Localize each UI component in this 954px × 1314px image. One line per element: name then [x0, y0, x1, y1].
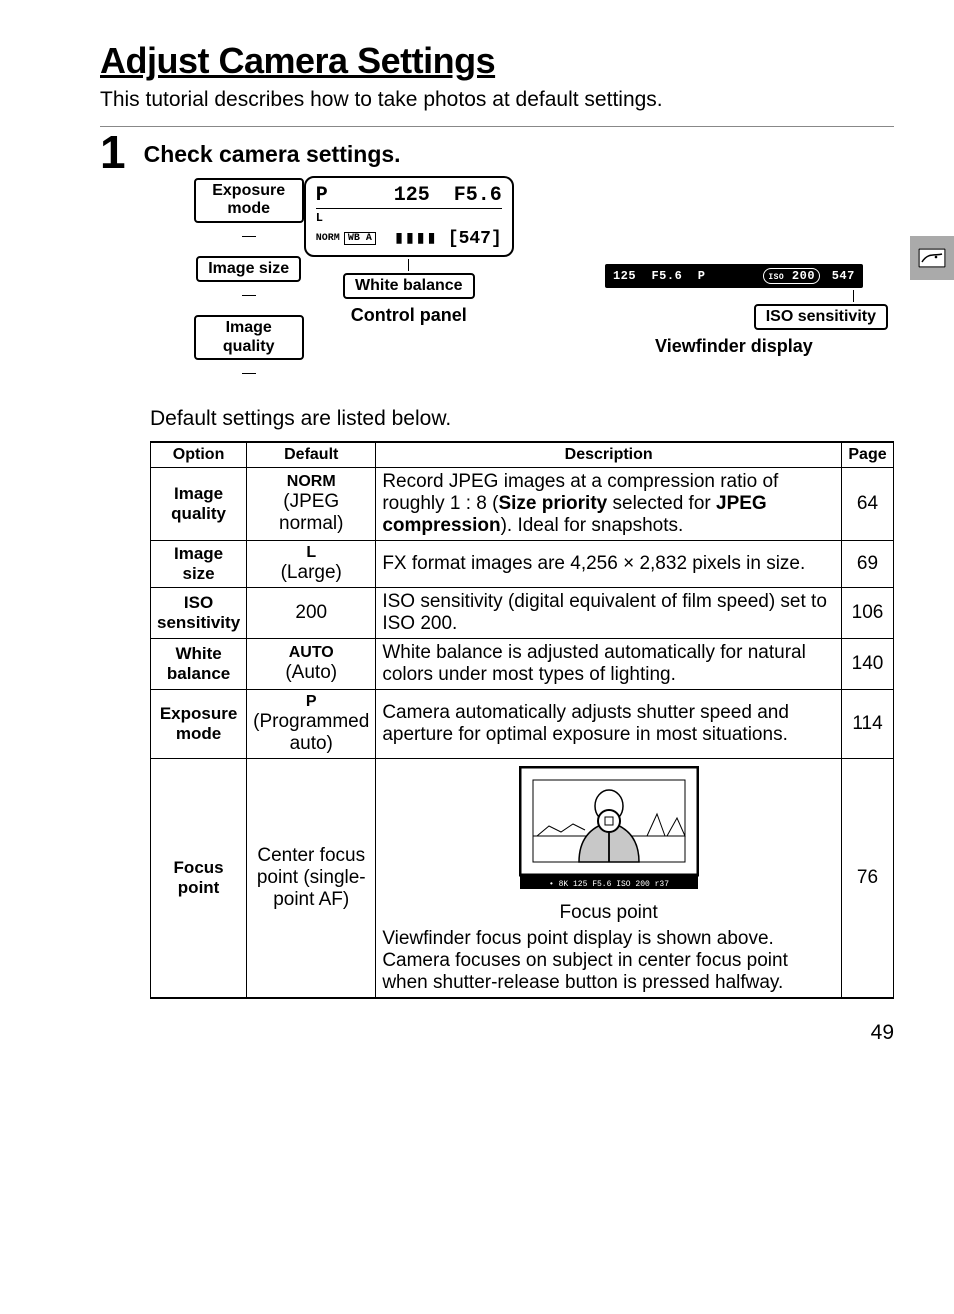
table-row: ExposuremodeP(Programmed auto)Camera aut…: [151, 689, 894, 758]
cell-page: 69: [842, 540, 894, 587]
table-row: ImagequalityNORM(JPEG normal)Record JPEG…: [151, 467, 894, 540]
cell-description: ISO sensitivity (digital equivalent of f…: [376, 587, 842, 638]
cell-option: Exposuremode: [151, 689, 247, 758]
cell-description: FX format images are 4,256 × 2,832 pixel…: [376, 540, 842, 587]
table-row: ImagesizeL(Large)FX format images are 4,…: [151, 540, 894, 587]
pill-image-size: Image size: [196, 256, 301, 282]
cell-option: Whitebalance: [151, 638, 247, 689]
cell-page: 114: [842, 689, 894, 758]
cell-page: 140: [842, 638, 894, 689]
cell-description: Camera automatically adjusts shutter spe…: [376, 689, 842, 758]
cell-page: 76: [842, 758, 894, 998]
th-description: Description: [376, 442, 842, 468]
page-number: 49: [100, 1021, 894, 1045]
step-number: 1: [100, 129, 126, 175]
cell-default: AUTO(Auto): [247, 638, 376, 689]
th-default: Default: [247, 442, 376, 468]
control-panel-lcd: P 125 F5.6 L NORM WB A ▮▮▮▮ [547]: [304, 176, 514, 257]
cell-default: L(Large): [247, 540, 376, 587]
step-heading: Check camera settings.: [144, 141, 894, 168]
panels-row: Exposure mode Image size Image quality P…: [194, 176, 894, 385]
th-option: Option: [151, 442, 247, 468]
viewfinder-display: 125 F5.6 P ISO 200 547: [605, 264, 863, 288]
cell-default: NORM(JPEG normal): [247, 467, 376, 540]
body-text: Default settings are listed below.: [150, 407, 894, 431]
cell-default: 200: [247, 587, 376, 638]
cell-option: ISOsensitivity: [151, 587, 247, 638]
table-row: ISOsensitivity200ISO sensitivity (digita…: [151, 587, 894, 638]
pill-iso-sensitivity: ISO sensitivity: [754, 304, 888, 330]
tab-icon: [910, 236, 954, 280]
pill-image-quality: Image quality: [194, 315, 304, 360]
cell-description: White balance is adjusted automatically …: [376, 638, 842, 689]
table-row: FocuspointCenter focus point (single-poi…: [151, 758, 894, 998]
cell-option: Focuspoint: [151, 758, 247, 998]
table-row: WhitebalanceAUTO(Auto)White balance is a…: [151, 638, 894, 689]
th-page: Page: [842, 442, 894, 468]
focus-point-figure: • 8K 125 F5.6 ISO 200 r37: [519, 766, 699, 890]
cell-default: Center focus point (single-point AF): [247, 758, 376, 998]
cell-description: Record JPEG images at a compression rati…: [376, 467, 842, 540]
cell-option: Imagequality: [151, 467, 247, 540]
svg-text:• 8K 125 F5.6 ISO 20: • 8K 125 F5.6 ISO 200 r37: [549, 880, 669, 889]
cell-description: • 8K 125 F5.6 ISO 200 r37Focus pointView…: [376, 758, 842, 998]
cell-page: 106: [842, 587, 894, 638]
page-title: Adjust Camera Settings: [100, 40, 894, 82]
settings-table: Option Default Description Page Imagequa…: [150, 441, 894, 999]
caption-control-panel: Control panel: [304, 305, 514, 326]
divider: [100, 126, 894, 127]
cell-default: P(Programmed auto): [247, 689, 376, 758]
pill-exposure-mode: Exposure mode: [194, 178, 304, 223]
cell-page: 64: [842, 467, 894, 540]
caption-viewfinder: Viewfinder display: [574, 336, 894, 357]
pill-white-balance: White balance: [343, 273, 475, 299]
cell-option: Imagesize: [151, 540, 247, 587]
page-subtitle: This tutorial describes how to take phot…: [100, 88, 894, 112]
